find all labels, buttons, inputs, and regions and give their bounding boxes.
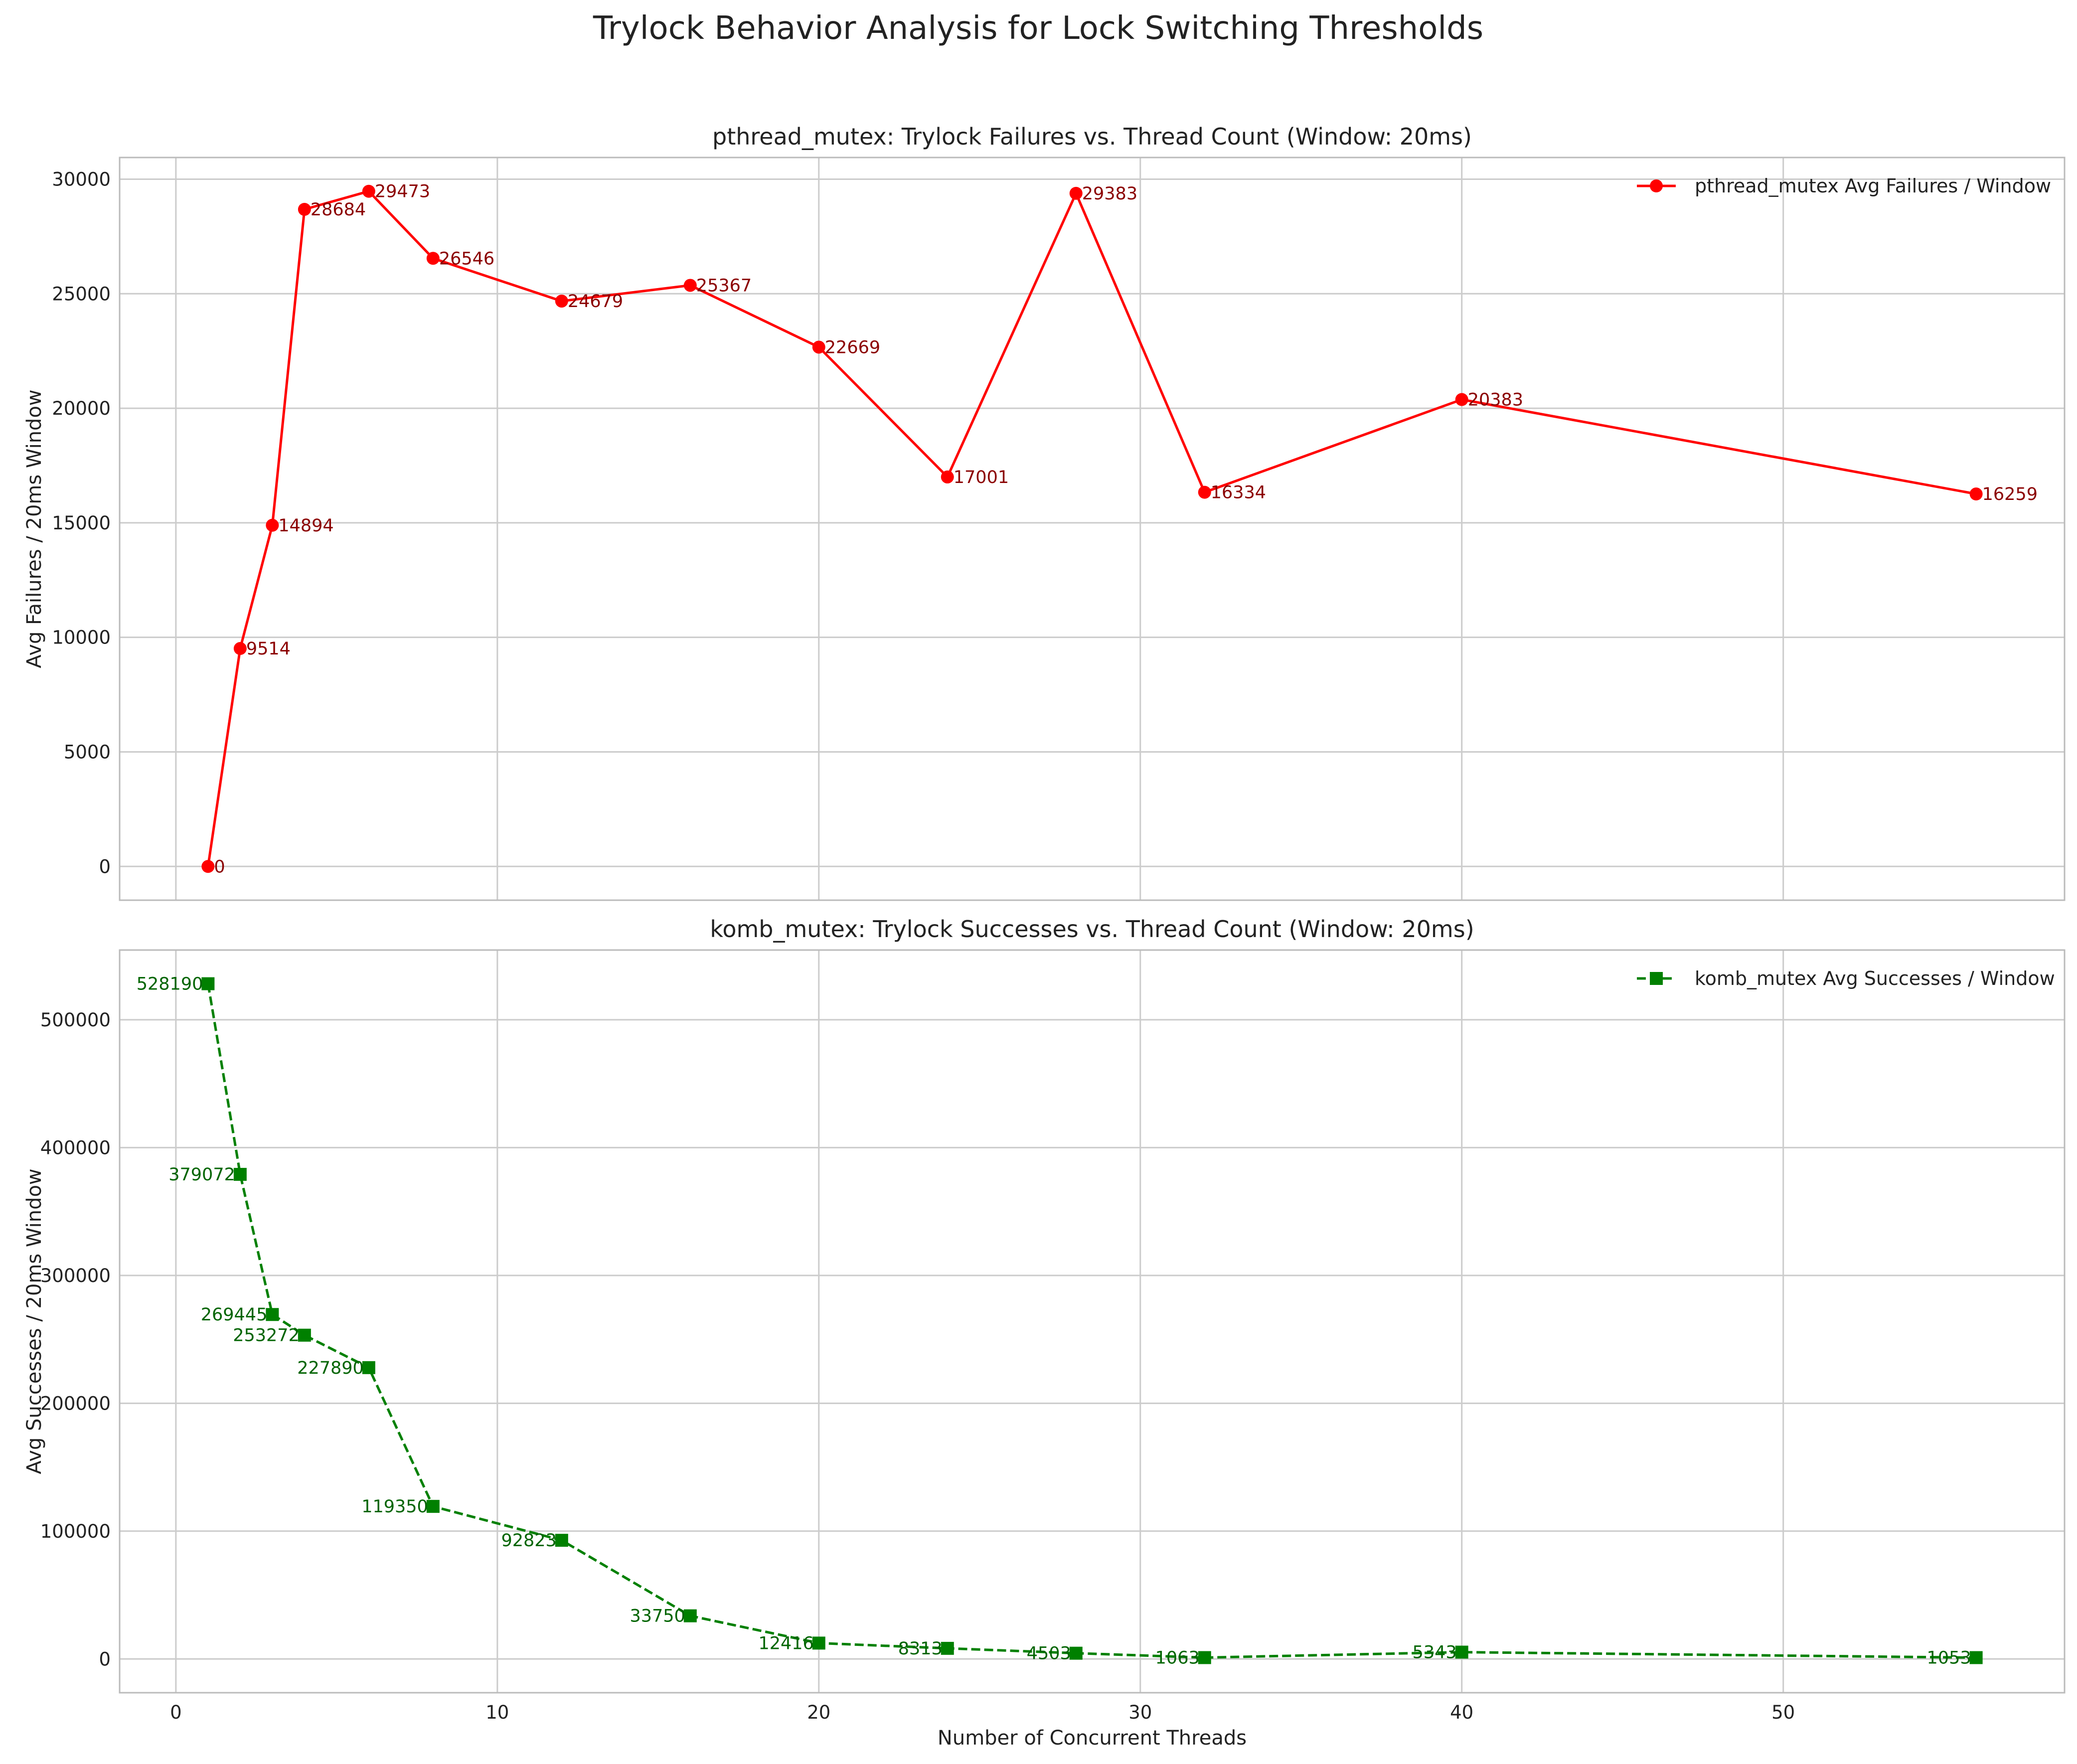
data-label: 16259 [1982,484,2038,504]
data-label: 5343 [1413,1643,1457,1663]
data-label: 253272 [233,1326,300,1346]
y-axis-label: Avg Failures / 20ms Window [23,389,46,668]
data-label: 28684 [311,200,366,220]
plot-area [120,158,2065,900]
data-point [812,340,825,354]
y-tick-label: 500000 [40,1009,111,1031]
data-point [1969,487,1983,501]
data-label: 9514 [246,639,291,659]
data-label: 26546 [439,249,494,269]
y-tick-label: 100000 [40,1521,111,1542]
y-tick-label: 10000 [52,627,111,648]
data-label: 227890 [297,1358,364,1378]
data-point [555,1534,568,1547]
data-point [1969,1651,1983,1664]
data-label: 17001 [954,468,1009,487]
data-point [1198,1651,1211,1664]
data-label: 22669 [825,337,880,357]
data-label: 1053 [1927,1648,1971,1668]
axes-frame [119,157,2066,901]
x-tick-label: 0 [170,1702,182,1723]
data-point [298,203,311,216]
data-point [201,860,215,873]
data-label: 379072 [168,1165,235,1185]
data-point [941,470,954,483]
data-point [555,295,568,308]
data-point [233,642,247,655]
plot-area [120,950,2065,1693]
axes-frame [119,949,2066,1694]
y-tick-label: 30000 [52,169,111,190]
data-label: 0 [214,857,225,877]
data-label: 12416 [758,1633,813,1653]
data-label: 92823 [501,1531,556,1551]
data-point [1069,186,1083,200]
data-label: 4503 [1027,1644,1071,1664]
data-point [1069,1646,1083,1660]
axes-2: 0 100000 200000 300000 400000 500000 0 10 20 30 40… [23,916,2066,1750]
data-label: 20383 [1468,390,1523,410]
figure-title: Trylock Behavior Analysis for Lock Switc… [593,10,1483,47]
x-axis-label: Number of Concurrent Threads [938,1727,1247,1750]
data-point [266,518,279,532]
data-label: 528190 [137,974,203,994]
data-label: 1063 [1155,1648,1200,1668]
data-point [683,1609,697,1622]
y-tick-label: 400000 [40,1137,111,1158]
data-label: 33750 [630,1606,685,1626]
legend-marker [1650,972,1663,985]
data-label: 29473 [375,182,430,202]
x-tick-label: 10 [485,1702,509,1723]
legend-label: komb_mutex Avg Successes / Window [1695,967,2055,989]
data-point [1455,1645,1468,1659]
x-tick-label: 30 [1128,1702,1152,1723]
y-tick-label: 15000 [52,512,111,534]
axes-title: komb_mutex: Trylock Successes vs. Thread… [710,916,1474,943]
y-axis-label: Avg Successes / 20ms Window [23,1168,46,1474]
data-label: 16334 [1211,483,1266,503]
data-point [298,1328,311,1342]
y-tick-label: 0 [99,1648,111,1670]
y-tick-label: 25000 [52,283,111,305]
data-point [1198,485,1211,499]
series-line [206,190,1977,867]
axes-1: 0 5000 10000 15000 20000 25000 30000 Avg Failur… [23,123,2066,901]
y-tick-label: 20000 [52,398,111,419]
data-label: 25367 [696,276,752,296]
data-point [426,1500,440,1513]
y-tick-label: 0 [99,856,111,877]
data-point [426,252,440,265]
data-point [1455,393,1468,406]
data-label: 8313 [898,1639,943,1659]
data-point [233,1168,247,1181]
data-label: 24679 [568,292,623,312]
legend-marker [1650,179,1663,192]
data-label: 29383 [1082,184,1137,204]
y-tick-label: 200000 [40,1393,111,1414]
data-point [362,1361,375,1374]
data-point [201,977,215,990]
x-tick-label: 40 [1450,1702,1473,1723]
x-tick-label: 50 [1771,1702,1795,1723]
data-point [683,279,697,292]
data-label: 14894 [278,516,333,536]
data-point [362,184,375,198]
x-tick-label: 20 [807,1702,830,1723]
data-point [266,1308,279,1321]
y-tick-label: 300000 [40,1265,111,1286]
data-label: 269445 [201,1305,268,1325]
legend-label: pthread_mutex Avg Failures / Window [1695,175,2051,197]
data-label: 119350 [361,1497,428,1517]
axes-title: pthread_mutex: Trylock Failures vs. Thre… [712,123,1472,150]
y-tick-label: 5000 [64,741,111,763]
data-point [941,1641,954,1655]
data-point [812,1636,825,1650]
